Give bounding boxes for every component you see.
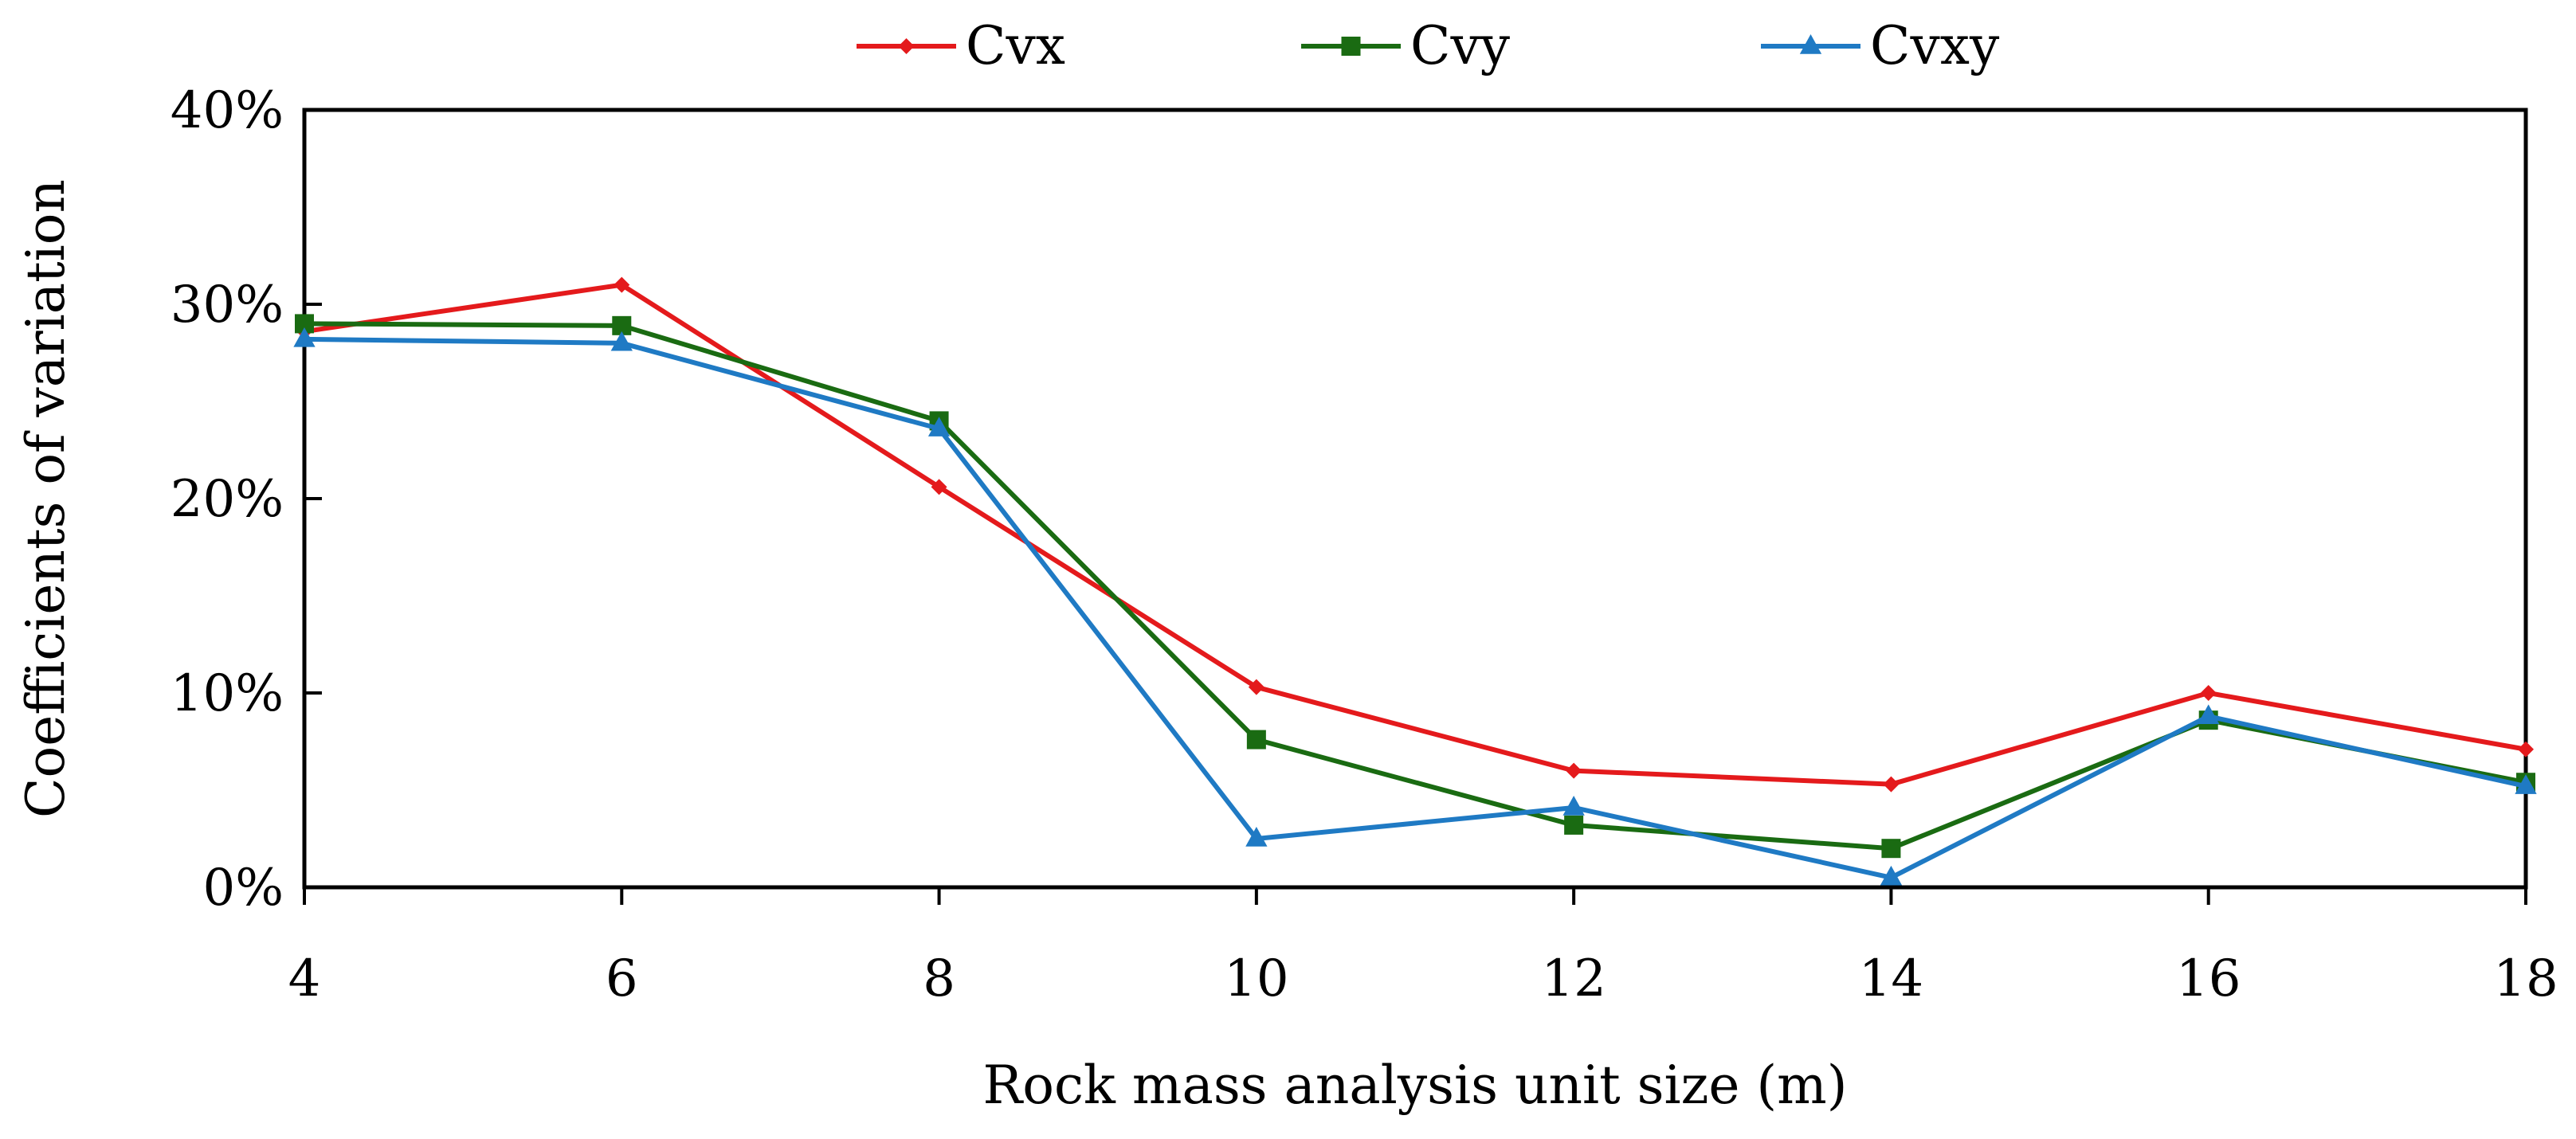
data-point-cvxy bbox=[1245, 827, 1268, 847]
y-tick-label: 10% bbox=[171, 664, 284, 723]
x-tick-label: 16 bbox=[2176, 949, 2241, 1008]
legend-label: Cvy bbox=[1410, 15, 1511, 76]
data-point-cvx bbox=[1248, 679, 1264, 695]
legend-item-cvxy: Cvxy bbox=[1761, 15, 2000, 76]
data-point-cvy bbox=[1881, 839, 1901, 859]
y-tick-label: 40% bbox=[171, 81, 284, 140]
data-point-cvx bbox=[614, 276, 630, 293]
y-tick-label: 0% bbox=[202, 859, 284, 918]
data-point-cvx bbox=[1566, 762, 1582, 779]
data-point-cvx bbox=[1883, 776, 1900, 793]
x-tick-label: 8 bbox=[923, 949, 955, 1008]
data-point-cvxy bbox=[1562, 796, 1585, 816]
series-cvx bbox=[296, 276, 2534, 793]
data-point-cvx bbox=[2200, 685, 2217, 701]
series-line-cvxy bbox=[304, 336, 2527, 880]
data-point-cvxy bbox=[293, 327, 316, 347]
y-tick-label: 30% bbox=[171, 276, 284, 335]
legend-marker bbox=[898, 38, 915, 54]
legend-label: Cvx bbox=[966, 15, 1065, 76]
data-point-cvy bbox=[1246, 730, 1266, 750]
y-tick-label: 20% bbox=[171, 470, 284, 529]
legend-label: Cvxy bbox=[1870, 15, 2000, 76]
legend-item-cvy: Cvy bbox=[1301, 15, 1511, 76]
y-axis-label: Coefficients of variation bbox=[15, 179, 76, 818]
legend: Cvx Cvy Cvxy bbox=[857, 15, 2000, 76]
data-point-cvxy bbox=[2198, 704, 2220, 725]
series-cvxy bbox=[293, 327, 2537, 886]
series-layer bbox=[293, 276, 2537, 886]
x-tick-label: 6 bbox=[606, 949, 638, 1008]
x-axis: 4 6 8 10 12 14 16 18 bbox=[288, 887, 2558, 1008]
data-point-cvxy bbox=[2515, 774, 2537, 794]
x-tick-label: 4 bbox=[288, 949, 321, 1008]
y-axis: 0% 10% 20% 30% 40% bbox=[171, 81, 322, 918]
x-axis-label: Rock mass analysis unit size (m) bbox=[983, 1055, 1848, 1116]
legend-item-cvx: Cvx bbox=[857, 15, 1065, 76]
data-point-cvxy bbox=[610, 331, 633, 351]
series-line-cvx bbox=[304, 282, 2527, 787]
x-tick-label: 10 bbox=[1224, 949, 1288, 1008]
x-tick-label: 14 bbox=[1859, 949, 1923, 1008]
x-tick-label: 12 bbox=[1541, 949, 1606, 1008]
data-point-cvxy bbox=[1880, 865, 1903, 886]
data-point-cvxy bbox=[927, 417, 951, 436]
data-point-cvx bbox=[931, 479, 947, 495]
x-tick-label: 18 bbox=[2493, 949, 2558, 1008]
data-point-cvy bbox=[1564, 815, 1584, 835]
legend-marker bbox=[1799, 34, 1822, 54]
legend-marker bbox=[1341, 37, 1361, 56]
data-point-cvx bbox=[2518, 741, 2534, 757]
